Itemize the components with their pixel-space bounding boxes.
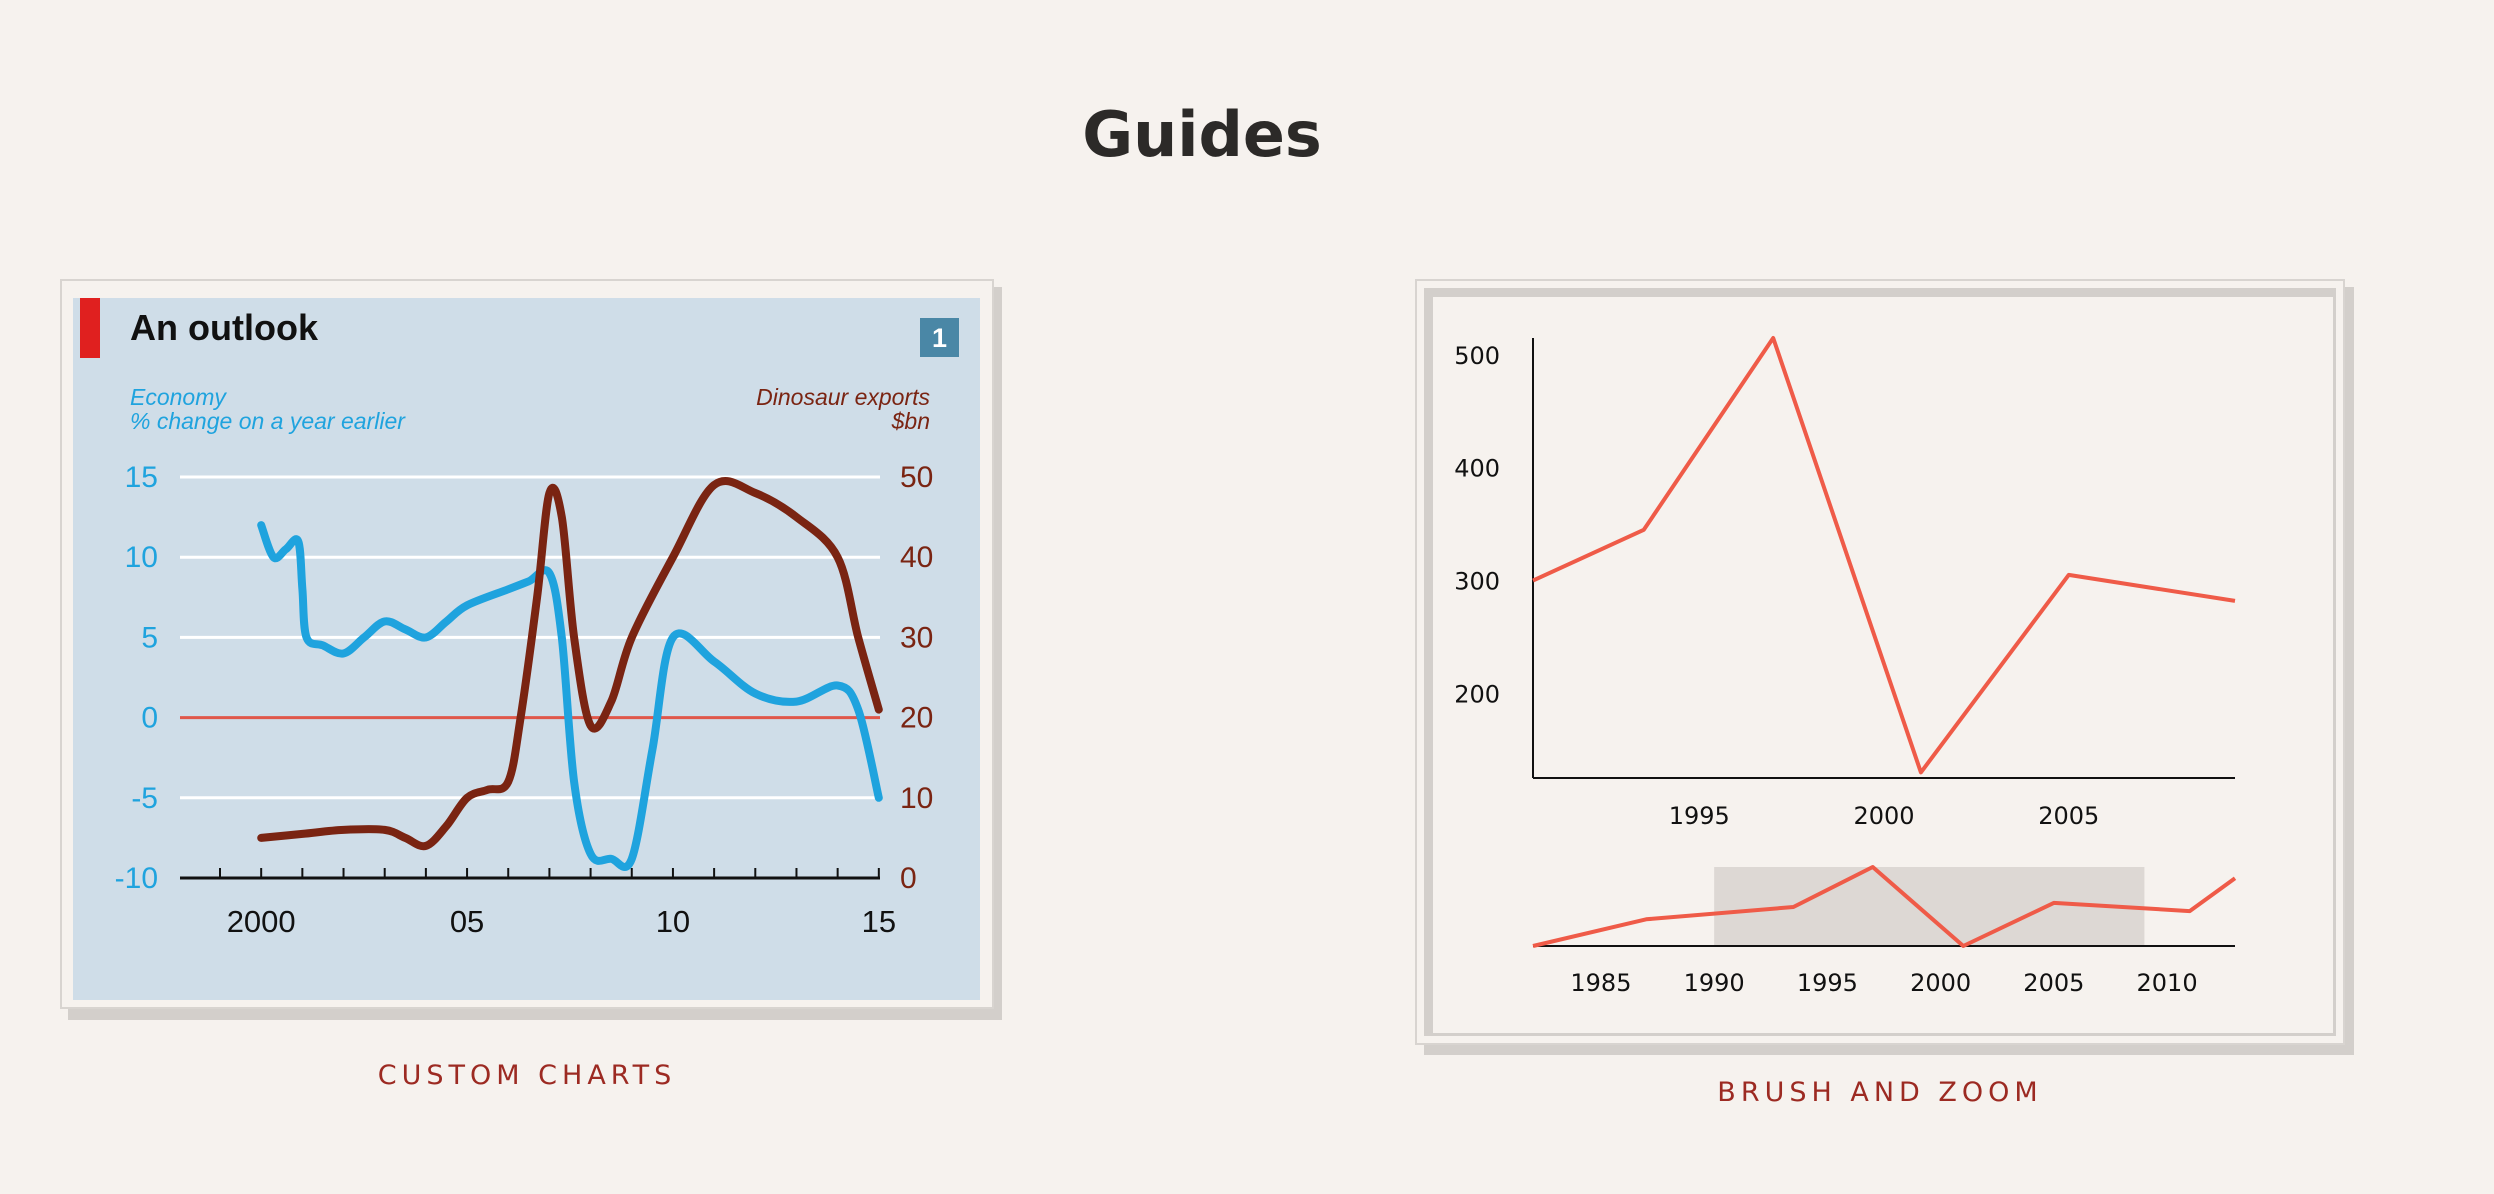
focus-y-tick-label: 400 xyxy=(1454,455,1500,483)
context-series-line xyxy=(1532,865,2237,948)
focus-x-tick-label: 1995 xyxy=(1669,802,1730,830)
focus-x-tick-label: 2005 xyxy=(2038,802,2099,830)
focus-y-tick-label: 200 xyxy=(1454,680,1500,708)
focus-series-line xyxy=(1532,336,2236,775)
context-x-tick-label: 2000 xyxy=(1910,969,1971,997)
custom-charts-caption[interactable]: CUSTOM CHARTS xyxy=(377,1060,677,1091)
focus-y-tick-label: 300 xyxy=(1454,568,1500,596)
brush-and-zoom-caption[interactable]: BRUSH AND ZOOM xyxy=(1717,1077,2043,1108)
context-x-tick-label: 2005 xyxy=(2023,969,2084,997)
page-title: Guides xyxy=(1082,98,1322,171)
context-x-tick-label: 1990 xyxy=(1684,969,1745,997)
context-x-tick-label: 2010 xyxy=(2137,969,2198,997)
brush-zoom-inner-frame xyxy=(1424,288,2336,1036)
context-x-tick-label: 1985 xyxy=(1570,969,1631,997)
context-x-tick-label: 1995 xyxy=(1797,969,1858,997)
focus-y-tick-label: 500 xyxy=(1454,342,1500,370)
focus-x-tick-label: 2000 xyxy=(1853,802,1914,830)
